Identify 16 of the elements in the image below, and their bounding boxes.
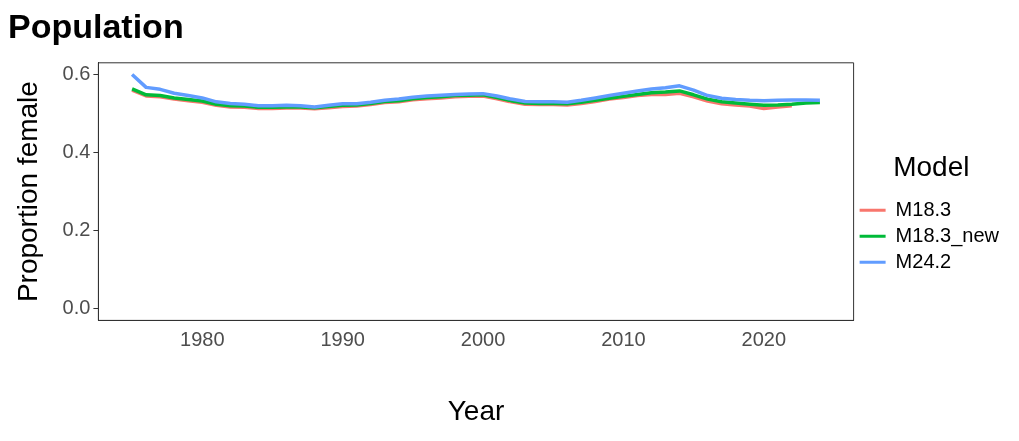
x-tick-label: 2000 <box>460 327 506 350</box>
y-tick-label: 0.4 <box>62 140 91 163</box>
legend-label: M18.3 <box>895 197 952 220</box>
x-axis-title: Year <box>447 394 505 426</box>
x-tick-label: 1980 <box>180 327 225 350</box>
x-tick-label: 2020 <box>741 327 787 350</box>
y-tick-label: 0.2 <box>62 218 91 241</box>
x-tick-label: 2010 <box>601 327 646 350</box>
legend-label: M18.3_new <box>895 223 1000 247</box>
legend-label: M24.2 <box>895 249 952 272</box>
y-tick-label: 0.0 <box>62 296 91 319</box>
chart-title: Population <box>8 6 184 45</box>
legend-title: Model <box>893 151 970 183</box>
y-axis-title: Proportion female <box>11 81 43 303</box>
x-tick-label: 1990 <box>320 327 365 350</box>
y-tick-label: 0.6 <box>62 62 91 85</box>
